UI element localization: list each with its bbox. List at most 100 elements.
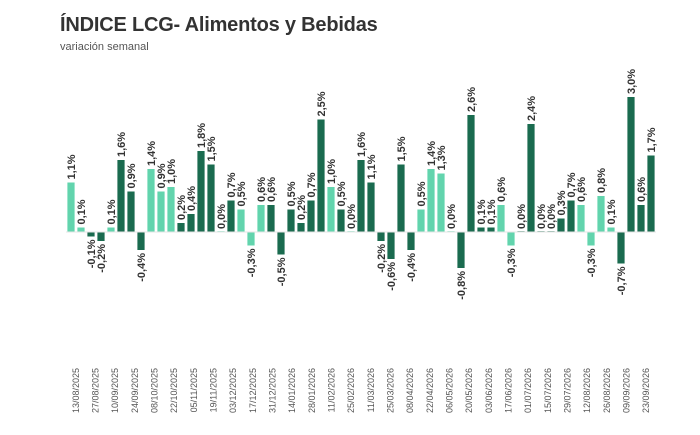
x-tick-label: 17/06/2026 — [504, 368, 514, 413]
x-tick-label: 06/05/2026 — [445, 368, 455, 413]
data-label: -0,7% — [616, 266, 628, 295]
bar-20/08/2025 — [77, 227, 85, 232]
bar-11/02/2026 — [327, 187, 335, 232]
x-tick-label: 20/05/2026 — [464, 368, 474, 413]
bar-28/01/2026 — [307, 200, 315, 232]
data-label: 0,1% — [76, 199, 88, 224]
data-label: 1,5% — [206, 136, 218, 161]
data-labels-group: 1,1%0,1%-0,1%-0,2%0,1%1,6%0,9%-0,4%1,4%0… — [66, 69, 658, 300]
data-label: 0,0% — [346, 204, 358, 229]
data-label: 1,7% — [646, 127, 658, 152]
x-tick-label: 05/11/2025 — [189, 368, 199, 412]
data-label: 0,0% — [546, 204, 558, 229]
x-tick-label: 24/09/2025 — [130, 368, 140, 413]
bar-17/09/2025 — [117, 160, 125, 232]
bar-04/02/2026 — [317, 119, 325, 232]
data-label: 1,4% — [146, 141, 158, 166]
data-label: 2,6% — [466, 87, 478, 112]
data-label: 0,9% — [126, 163, 138, 188]
bar-09/09/2026 — [627, 97, 635, 232]
data-label: -0,3% — [246, 248, 258, 277]
bar-23/09/2026 — [647, 155, 655, 232]
data-label: 2,4% — [526, 96, 538, 121]
data-label: 0,7% — [226, 172, 238, 197]
x-tick-label: 08/04/2026 — [405, 368, 415, 413]
data-label: -0,4% — [406, 253, 418, 282]
bar-14/01/2026 — [287, 209, 295, 232]
data-label: 0,9% — [156, 163, 168, 188]
x-tick-label: 31/12/2025 — [268, 368, 278, 413]
data-label: 0,1% — [106, 199, 118, 224]
bar-10/06/2026 — [497, 205, 505, 232]
bar-13/08/2025 — [67, 182, 75, 232]
bar-27/05/2026 — [477, 227, 485, 232]
data-label: 0,0% — [446, 204, 458, 229]
x-tick-label: 03/12/2025 — [228, 368, 238, 413]
data-label: 0,0% — [536, 204, 548, 229]
bar-04/03/2026 — [357, 160, 365, 232]
data-label: 1,5% — [396, 136, 408, 161]
bar-18/03/2026 — [377, 232, 385, 241]
x-tick-label: 13/08/2025 — [71, 368, 81, 413]
bar-17/12/2025 — [247, 232, 255, 246]
data-label: 0,5% — [236, 181, 248, 206]
data-label: -0,5% — [276, 257, 288, 286]
data-label: 1,0% — [166, 159, 178, 184]
bar-08/04/2026 — [407, 232, 415, 250]
data-label: -0,3% — [586, 248, 598, 277]
data-label: 1,0% — [326, 159, 338, 184]
bar-26/08/2026 — [607, 227, 615, 232]
data-label: -0,3% — [506, 248, 518, 277]
data-label: 0,0% — [516, 204, 528, 229]
bar-27/08/2025 — [87, 232, 95, 237]
bar-20/05/2026 — [467, 115, 475, 232]
x-tick-label: 23/09/2026 — [641, 368, 651, 413]
bar-21/01/2026 — [297, 223, 305, 232]
data-label: 0,5% — [416, 181, 428, 206]
bar-03/12/2025 — [227, 200, 235, 232]
x-tick-label: 17/12/2025 — [248, 368, 258, 413]
bar-08/10/2025 — [147, 169, 155, 232]
bar-19/11/2025 — [207, 164, 215, 232]
bar-12/08/2026 — [587, 232, 595, 246]
bar-13/05/2026 — [457, 232, 465, 268]
data-label: 0,6% — [636, 177, 648, 202]
bar-10/12/2025 — [237, 209, 245, 232]
data-label: 1,1% — [366, 154, 378, 179]
bar-19/08/2026 — [597, 196, 605, 232]
x-tick-label: 08/10/2025 — [150, 368, 160, 413]
x-tick-label: 22/10/2025 — [169, 368, 179, 413]
bar-01/04/2026 — [397, 164, 405, 232]
bar-25/03/2026 — [387, 232, 395, 259]
bar-22/04/2026 — [427, 169, 435, 232]
bar-24/09/2025 — [127, 191, 135, 232]
bar-24/12/2025 — [257, 205, 265, 232]
chart-subtitle: variación semanal — [60, 41, 149, 53]
data-label: 0,6% — [256, 177, 268, 202]
x-tick-label: 26/08/2026 — [602, 368, 612, 413]
x-tick-label: 03/06/2026 — [484, 368, 494, 413]
data-label: 0,1% — [476, 199, 488, 224]
bar-10/09/2025 — [107, 227, 115, 232]
bar-29/07/2026 — [567, 200, 575, 232]
bars-group — [67, 97, 655, 268]
bar-02/09/2026 — [617, 232, 625, 264]
bar-15/10/2025 — [157, 191, 165, 232]
data-label: 0,5% — [286, 181, 298, 206]
data-label: 0,6% — [496, 177, 508, 202]
data-label: -0,6% — [386, 262, 398, 291]
bar-11/03/2026 — [367, 182, 375, 232]
x-tick-label: 19/11/2025 — [209, 368, 219, 412]
data-label: 1,4% — [426, 141, 438, 166]
x-tick-label: 11/02/2026 — [327, 368, 337, 412]
data-label: 1,6% — [356, 132, 368, 157]
x-tick-label: 27/08/2025 — [91, 368, 101, 413]
bar-22/07/2026 — [557, 218, 565, 232]
data-label: 0,3% — [556, 190, 568, 215]
data-label: 1,1% — [66, 154, 78, 179]
bar-03/09/2025 — [97, 232, 105, 241]
data-label: 0,7% — [306, 172, 318, 197]
data-label: 0,0% — [216, 204, 228, 229]
chart-title: ÍNDICE LCG- Alimentos y Bebidas — [60, 14, 378, 36]
x-tick-label: 11/03/2026 — [366, 368, 376, 412]
